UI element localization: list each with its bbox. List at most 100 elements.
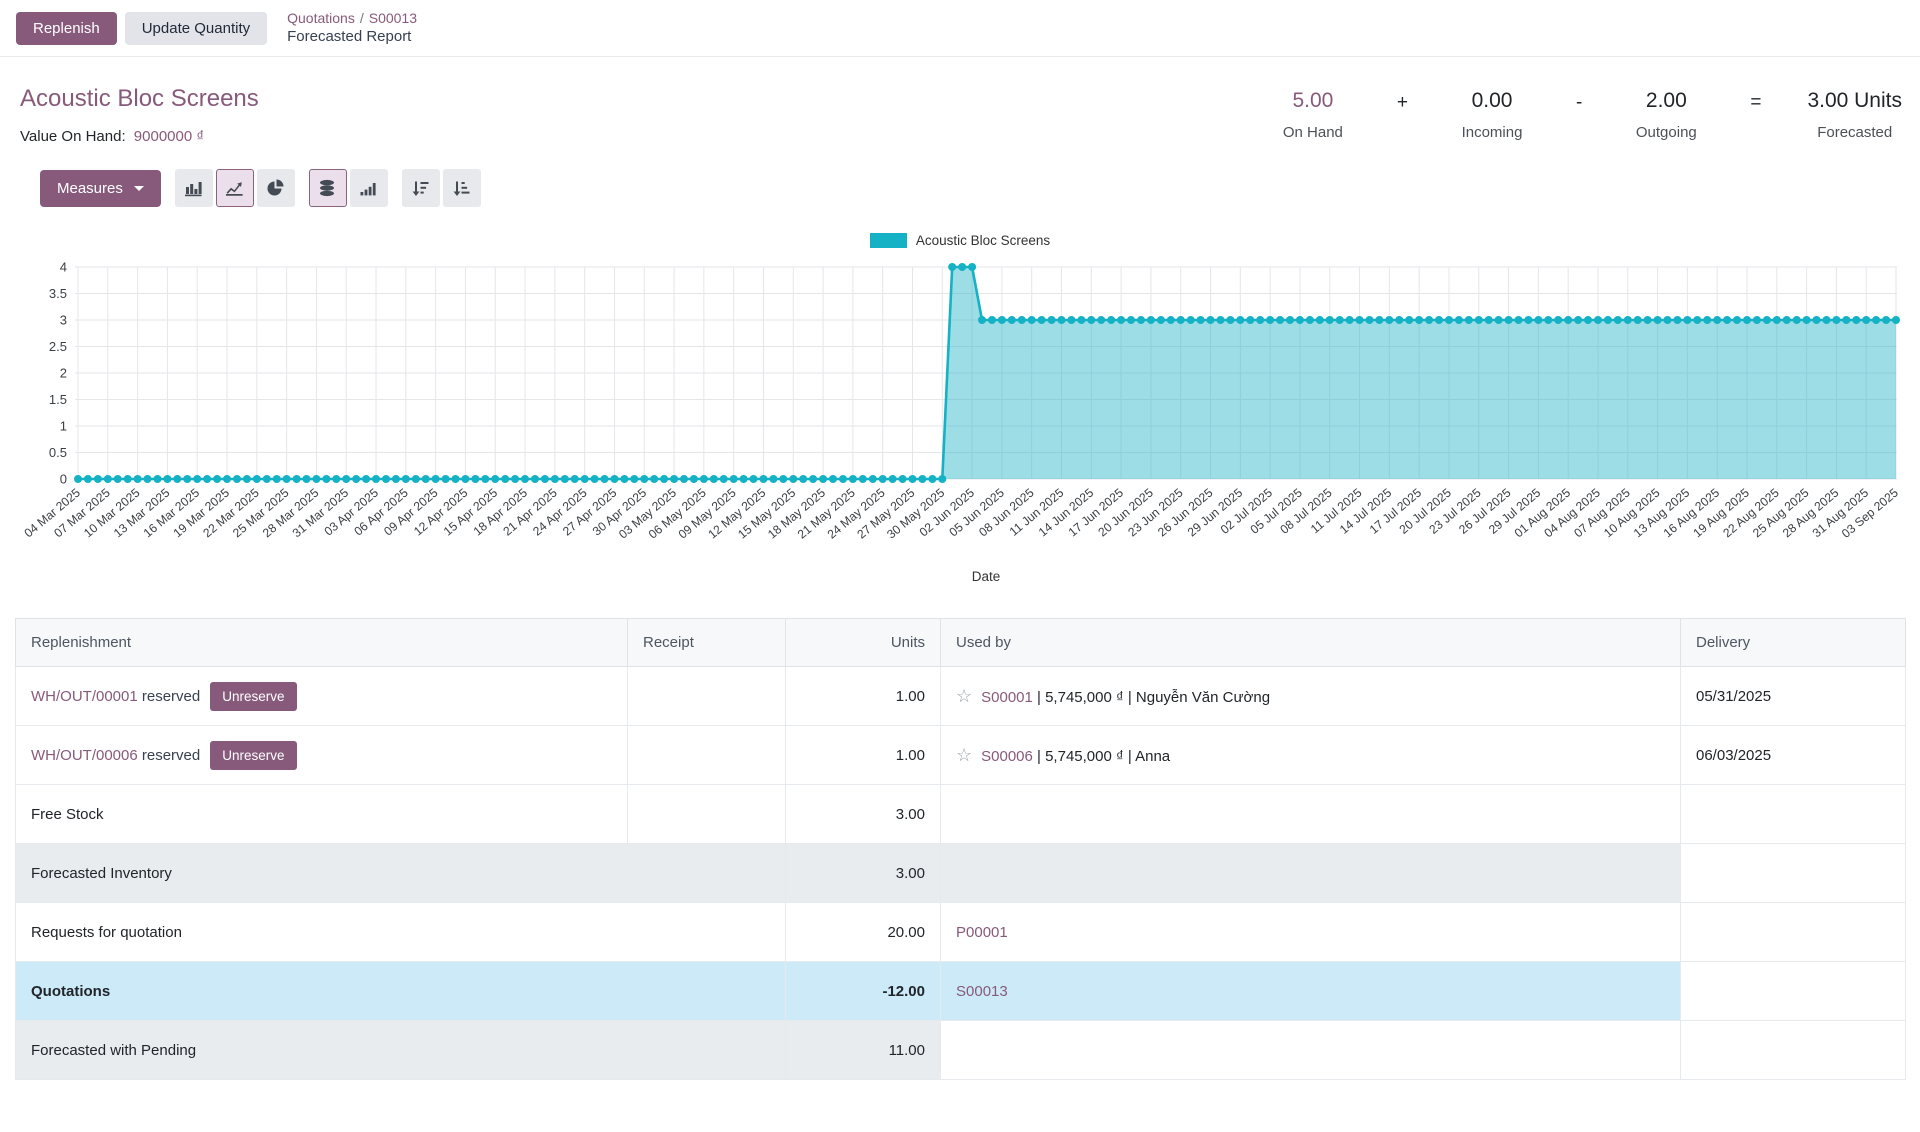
value-on-hand-link[interactable]: 9000000 ₫: [133, 128, 205, 145]
table-row: Forecasted with Pending 11.00: [15, 1020, 1906, 1080]
chart-point: [650, 475, 659, 483]
chart-point: [759, 475, 768, 483]
chart-point: [908, 475, 917, 483]
breadcrumb-s00013-link[interactable]: S00013: [368, 10, 418, 27]
chart-point: [103, 475, 112, 483]
replenishment-cell: Free Stock: [15, 784, 628, 844]
sort-descending-button[interactable]: [401, 169, 440, 207]
chart-point: [1832, 316, 1841, 324]
row-label: Forecasted with Pending: [31, 1041, 197, 1059]
chart-point: [262, 475, 271, 483]
chart-point: [1166, 316, 1175, 324]
receipt-cell: [627, 666, 786, 726]
units-cell: 1.00: [785, 725, 941, 785]
chart-point: [789, 475, 798, 483]
replenishment-cell: Forecasted Inventory: [15, 843, 786, 903]
delivery-cell: 06/03/2025: [1680, 725, 1906, 785]
chart-point: [630, 475, 639, 483]
line-chart-button[interactable]: [215, 169, 254, 207]
chart-point: [1017, 316, 1026, 324]
replenish-button[interactable]: Replenish: [16, 11, 117, 45]
chart-point: [461, 475, 470, 483]
favorite-star-icon[interactable]: ☆: [956, 685, 973, 706]
units-cell: 3.00: [785, 843, 941, 903]
chart-point: [1007, 316, 1016, 324]
chart-point: [1454, 316, 1463, 324]
stat-incoming: 0.00 Incoming: [1454, 89, 1530, 145]
measures-button[interactable]: Measures: [40, 169, 161, 207]
chart-point: [1663, 316, 1672, 324]
chart-point: [1137, 316, 1145, 324]
chart-point: [272, 475, 281, 483]
chart-point: [580, 475, 589, 483]
delivery-cell: [1680, 784, 1906, 844]
update-quantity-button[interactable]: Update Quantity: [124, 11, 268, 45]
y-tick-label: 1.5: [49, 392, 67, 407]
chart-point: [978, 316, 986, 324]
used-by-link[interactable]: S00013: [956, 982, 1008, 1000]
chart-point: [1842, 316, 1851, 324]
chart-point: [332, 475, 341, 483]
chart-point: [1127, 316, 1135, 324]
used-by-link[interactable]: S00001: [981, 688, 1033, 706]
chart-point: [322, 475, 331, 483]
sort-descending-icon: [412, 181, 429, 196]
chart-point: [988, 316, 996, 324]
pie-chart-button[interactable]: [256, 169, 295, 207]
on-hand-value[interactable]: 5.00: [1292, 89, 1334, 112]
chart-point: [1435, 316, 1443, 324]
chart-point: [1206, 316, 1215, 324]
chart-point: [560, 475, 569, 483]
chart-point: [719, 475, 728, 483]
chart-point: [1564, 316, 1573, 324]
chart-point: [531, 475, 539, 483]
favorite-star-icon[interactable]: ☆: [956, 744, 973, 765]
chart-point: [878, 475, 887, 483]
y-tick-label: 0: [60, 472, 67, 487]
chart-point: [133, 475, 142, 483]
chart-legend[interactable]: Acoustic Bloc Screens: [0, 231, 1920, 249]
chart-point: [1693, 316, 1702, 324]
used-by-link[interactable]: S00006: [981, 747, 1033, 765]
replenishment-cell: Requests for quotation: [15, 902, 786, 962]
unreserve-button[interactable]: Unreserve: [210, 681, 297, 711]
delivery-cell: [1680, 843, 1906, 903]
bar-chart-button[interactable]: [174, 169, 213, 207]
chart-point: [1554, 316, 1563, 324]
plus-operator: +: [1396, 92, 1408, 113]
cumulative-button[interactable]: [349, 169, 388, 207]
chart-point: [1633, 316, 1642, 324]
chart-point: [729, 475, 738, 483]
y-tick-label: 2: [60, 366, 67, 381]
stacked-button[interactable]: [308, 169, 347, 207]
chart-point: [1246, 316, 1255, 324]
forecasted-value: 3.00 Units: [1807, 89, 1902, 112]
chart-point: [1623, 316, 1632, 324]
chart-point: [997, 316, 1006, 324]
chart-point: [1216, 316, 1225, 324]
chart-point: [163, 475, 172, 483]
chart-point: [411, 475, 420, 483]
chart-point: [292, 475, 301, 483]
document-link[interactable]: WH/OUT/00006: [31, 746, 138, 764]
forecasted-label: Forecasted: [1817, 124, 1893, 141]
chart-point: [1574, 316, 1583, 324]
chart-point: [1097, 316, 1106, 324]
chart-point: [928, 475, 937, 483]
chart-line: [78, 265, 1896, 481]
chart-point: [868, 475, 877, 483]
forecast-chart: Acoustic Bloc Screens 0 0.5 1 1.5 2 2.5 3 3.5 4 0…: [0, 231, 1920, 605]
chart-point: [848, 475, 857, 483]
used-by-cell: S00013: [940, 961, 1681, 1021]
document-link[interactable]: WH/OUT/00001: [31, 687, 138, 705]
unreserve-button[interactable]: Unreserve: [210, 740, 297, 770]
header-units: Units: [785, 618, 941, 667]
breadcrumb-quotations-link[interactable]: Quotations: [287, 10, 355, 27]
chart-point: [1713, 316, 1722, 324]
chart-point: [570, 475, 579, 483]
used-by-cell: P00001: [940, 902, 1681, 962]
chart-point: [451, 475, 460, 483]
used-by-link[interactable]: P00001: [956, 923, 1008, 941]
legend-swatch: [869, 232, 907, 248]
sort-ascending-button[interactable]: [442, 169, 481, 207]
